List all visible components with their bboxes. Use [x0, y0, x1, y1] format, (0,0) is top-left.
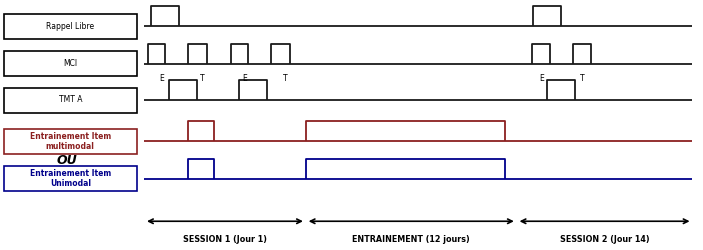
- FancyBboxPatch shape: [4, 129, 137, 154]
- Text: E: E: [160, 74, 164, 83]
- Text: T: T: [580, 74, 584, 83]
- Text: Entrainement Item
Unimodal: Entrainement Item Unimodal: [30, 169, 111, 188]
- FancyBboxPatch shape: [4, 14, 137, 39]
- FancyBboxPatch shape: [4, 88, 137, 112]
- Text: SESSION 2 (Jour 14): SESSION 2 (Jour 14): [560, 235, 650, 244]
- Text: OU: OU: [56, 154, 77, 166]
- FancyBboxPatch shape: [4, 166, 137, 191]
- Text: Entrainement Item
multimodal: Entrainement Item multimodal: [30, 132, 111, 151]
- FancyBboxPatch shape: [4, 51, 137, 76]
- Text: E: E: [243, 74, 247, 83]
- Text: SESSION 1 (Jour 1): SESSION 1 (Jour 1): [183, 235, 267, 244]
- Text: MCI: MCI: [63, 59, 77, 68]
- Text: TMT A: TMT A: [58, 96, 82, 104]
- Text: ENTRAINEMENT (12 jours): ENTRAINEMENT (12 jours): [352, 235, 470, 244]
- Text: Rappel Libre: Rappel Libre: [46, 22, 94, 31]
- Text: T: T: [283, 74, 288, 83]
- Text: T: T: [200, 74, 205, 83]
- Text: E: E: [539, 74, 543, 83]
